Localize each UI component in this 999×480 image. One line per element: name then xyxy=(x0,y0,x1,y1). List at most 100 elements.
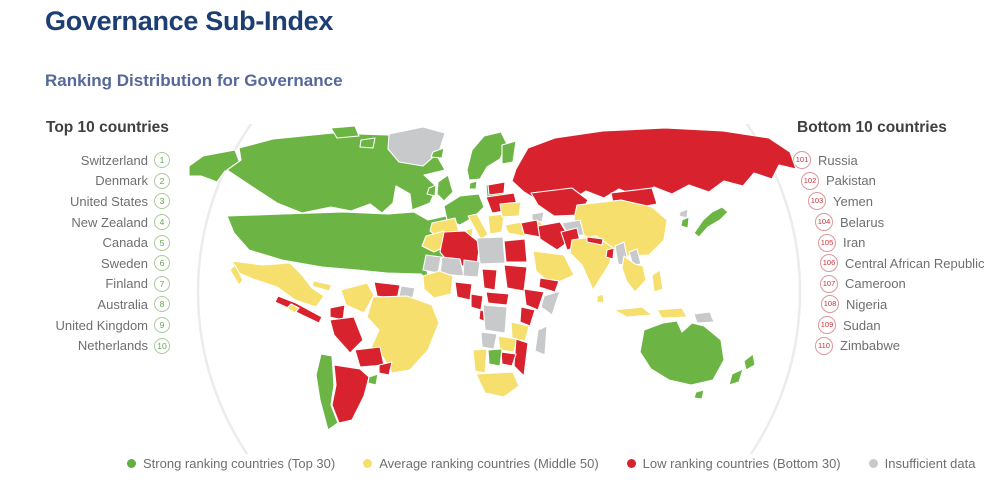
rank-badge: 6 xyxy=(154,255,170,272)
map-region-saudi-arabia xyxy=(532,250,575,286)
list-item: 108 Nigeria xyxy=(821,294,995,315)
list-item: 101 Russia xyxy=(793,150,995,171)
globe-ring xyxy=(196,124,802,454)
country-name: Cameroon xyxy=(845,276,906,292)
average-dot-icon xyxy=(363,459,373,468)
list-item: Finland 7 xyxy=(28,274,170,295)
map-region-ethiopia xyxy=(523,288,545,311)
list-item: 105 Iran xyxy=(818,232,995,253)
rank-badge: 7 xyxy=(154,275,170,292)
country-name: Switzerland xyxy=(80,152,148,168)
list-item: Netherlands 10 xyxy=(28,335,170,356)
list-item: Denmark 2 xyxy=(28,171,170,192)
country-name: New Zealand xyxy=(71,214,148,230)
rank-badge: 9 xyxy=(154,317,170,334)
rank-badge: 109 xyxy=(818,316,836,335)
country-name: Netherlands xyxy=(77,338,148,354)
bottom10-heading: Bottom 10 countries xyxy=(797,119,947,136)
list-item: Canada 5 xyxy=(28,232,170,253)
world-map-svg xyxy=(188,124,802,454)
map-region-namibia xyxy=(472,348,488,374)
map-region-new-zealand xyxy=(728,368,744,386)
map-region-angola xyxy=(480,331,498,350)
map-region-papua-new-guinea xyxy=(693,311,715,324)
map-region-ireland xyxy=(426,184,437,197)
map-region-arctic-islands xyxy=(330,125,360,139)
map-region-cameroon xyxy=(470,293,484,311)
map-region-japan xyxy=(693,206,729,238)
country-name: Belarus xyxy=(840,214,885,230)
insufficient-dot-icon xyxy=(868,459,878,468)
map-region-new-zealand xyxy=(743,353,756,371)
map-legend: Strong ranking countries (Top 30) Averag… xyxy=(127,456,975,471)
legend-item-insufficient: Insufficient data xyxy=(868,456,975,471)
map-region-madagascar xyxy=(534,325,548,356)
legend-label: Low ranking countries (Bottom 30) xyxy=(642,456,841,471)
map-region-tasmania xyxy=(693,389,705,400)
map-region-chile xyxy=(315,353,339,431)
country-name: Sudan xyxy=(843,317,881,333)
map-region-iran xyxy=(537,221,572,251)
map-region-bolivia xyxy=(354,346,385,368)
list-item: Sweden 6 xyxy=(28,253,170,274)
list-item: 102 Pakistan xyxy=(801,171,995,192)
rank-badge: 102 xyxy=(801,171,819,190)
map-region-australia xyxy=(639,320,725,386)
map-region-indonesia xyxy=(656,307,688,319)
map-region-belarus xyxy=(487,181,506,196)
list-item: 104 Belarus xyxy=(815,212,995,233)
list-item: 106 Central African Republic xyxy=(820,253,995,274)
strong-dot-icon xyxy=(127,459,136,468)
map-region-ecuador xyxy=(329,304,346,321)
list-item: United Kingdom 9 xyxy=(28,315,170,336)
map-region-chad xyxy=(481,268,498,291)
map-region-yemen xyxy=(538,277,560,293)
country-name: Central African Republic xyxy=(845,255,985,271)
map-region-caucasus xyxy=(531,211,545,223)
map-region-botswana xyxy=(487,348,503,367)
map-region-zambia xyxy=(497,335,518,353)
map-region-peru xyxy=(329,316,364,354)
map-region-arctic-islands xyxy=(359,137,376,149)
list-item: New Zealand 4 xyxy=(28,212,170,233)
list-item: 103 Yemen xyxy=(808,191,995,212)
map-region-west-africa xyxy=(422,270,454,299)
map-region-niger xyxy=(462,259,481,278)
country-name: Nigeria xyxy=(846,296,888,312)
country-name: United Kingdom xyxy=(55,317,149,333)
legend-item-strong: Strong ranking countries (Top 30) xyxy=(127,456,335,471)
rank-badge: 104 xyxy=(815,213,833,232)
map-region-egypt xyxy=(503,238,528,263)
map-region-libya xyxy=(476,236,506,265)
map-region-mexico xyxy=(231,260,325,308)
map-region-finland xyxy=(501,140,517,165)
rank-badge: 108 xyxy=(821,295,839,314)
country-name: Denmark xyxy=(95,173,148,189)
country-name: Iran xyxy=(843,235,866,251)
rank-badge: 106 xyxy=(820,254,838,273)
map-region-laos xyxy=(628,248,642,266)
map-region-south-korea xyxy=(680,216,690,229)
map-region-iceland xyxy=(430,147,445,159)
map-region-thailand-vietnam xyxy=(621,255,647,293)
country-name: Canada xyxy=(102,235,148,251)
country-name: Pakistan xyxy=(826,173,876,189)
map-region-central-african-republic xyxy=(485,291,510,306)
world-choropleth-map xyxy=(183,124,805,454)
map-region-canada xyxy=(226,132,446,214)
map-region-india xyxy=(569,235,613,291)
list-item: 107 Cameroon xyxy=(820,274,995,295)
map-region-somalia xyxy=(540,290,561,316)
country-name: Yemen xyxy=(833,193,873,209)
country-name: Finland xyxy=(105,276,148,292)
country-name: Sweden xyxy=(101,255,148,271)
country-name: United States xyxy=(69,193,148,209)
map-region-denmark xyxy=(468,180,478,190)
list-item: Switzerland 1 xyxy=(28,150,170,171)
country-name: Russia xyxy=(818,152,858,168)
rank-badge: 3 xyxy=(154,193,170,210)
map-region-korea xyxy=(678,208,689,219)
low-dot-icon xyxy=(626,459,636,468)
bottom10-list: 101 Russia 102 Pakistan 103 Yemen 104 Belaru… xyxy=(790,150,995,356)
